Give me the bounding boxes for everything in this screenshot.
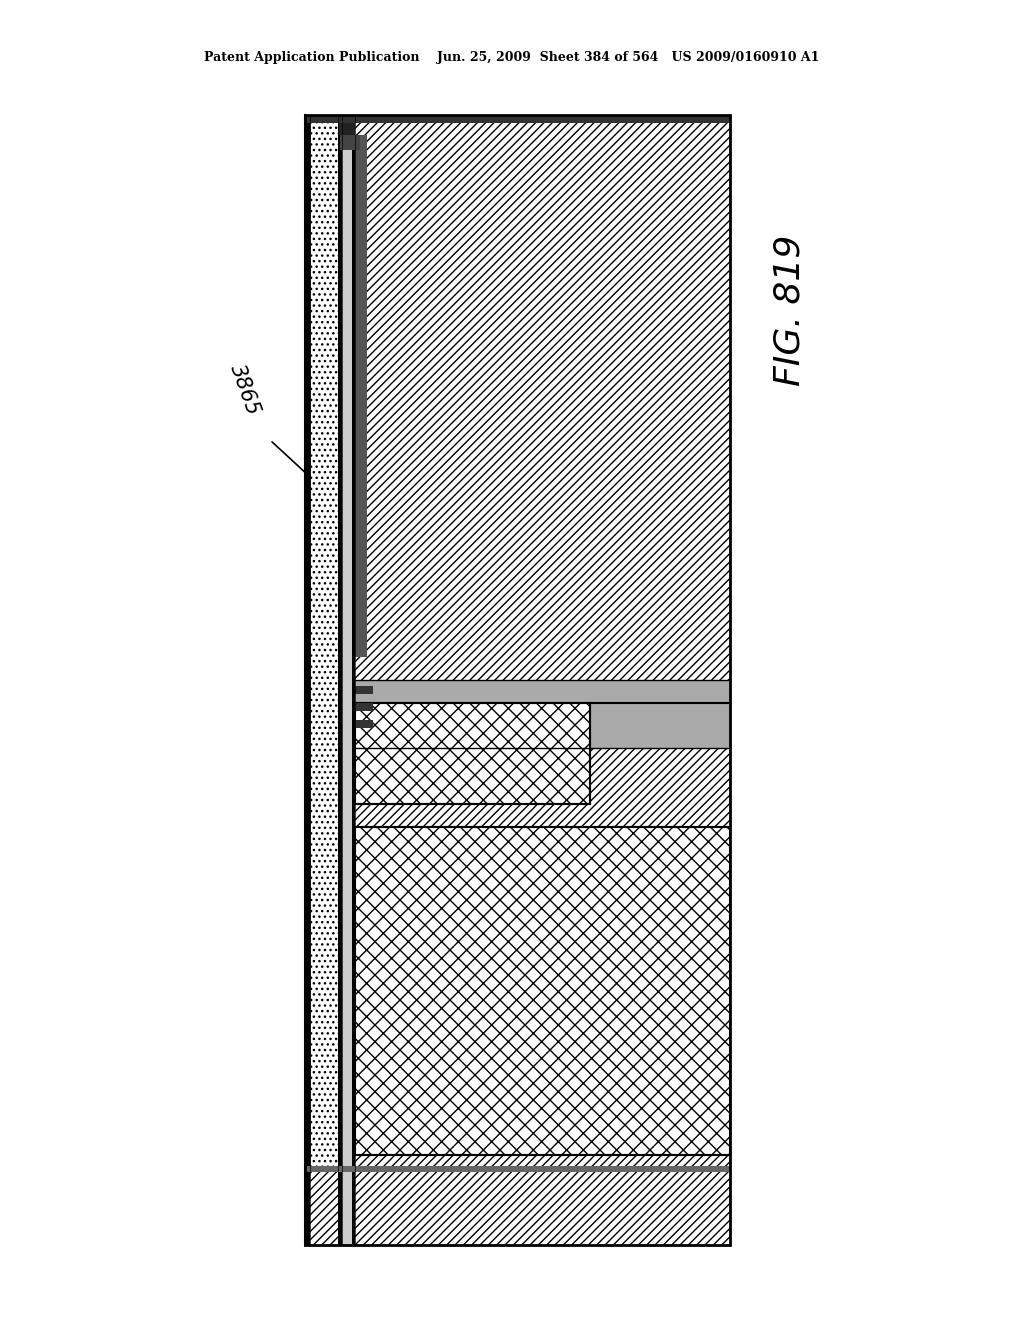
Text: FIG. 819: FIG. 819	[773, 235, 807, 385]
Bar	[355, 680, 730, 748]
Bar	[352, 115, 355, 1245]
Bar	[355, 826, 730, 1155]
Text: 3865: 3865	[226, 362, 263, 418]
Bar	[305, 1166, 730, 1172]
Bar	[355, 719, 373, 727]
Bar	[305, 115, 310, 1245]
Bar	[355, 115, 730, 1245]
Bar	[342, 115, 352, 1245]
Bar	[340, 135, 360, 150]
Bar	[355, 135, 367, 657]
Bar	[310, 115, 338, 1245]
Bar	[305, 115, 730, 1245]
Bar	[338, 115, 342, 1245]
Bar	[355, 685, 373, 693]
Bar	[305, 115, 730, 123]
Bar	[355, 702, 373, 710]
Bar	[355, 702, 590, 804]
Text: Patent Application Publication    Jun. 25, 2009  Sheet 384 of 564   US 2009/0160: Patent Application Publication Jun. 25, …	[205, 51, 819, 65]
Bar	[305, 1166, 730, 1245]
Bar	[338, 117, 355, 135]
